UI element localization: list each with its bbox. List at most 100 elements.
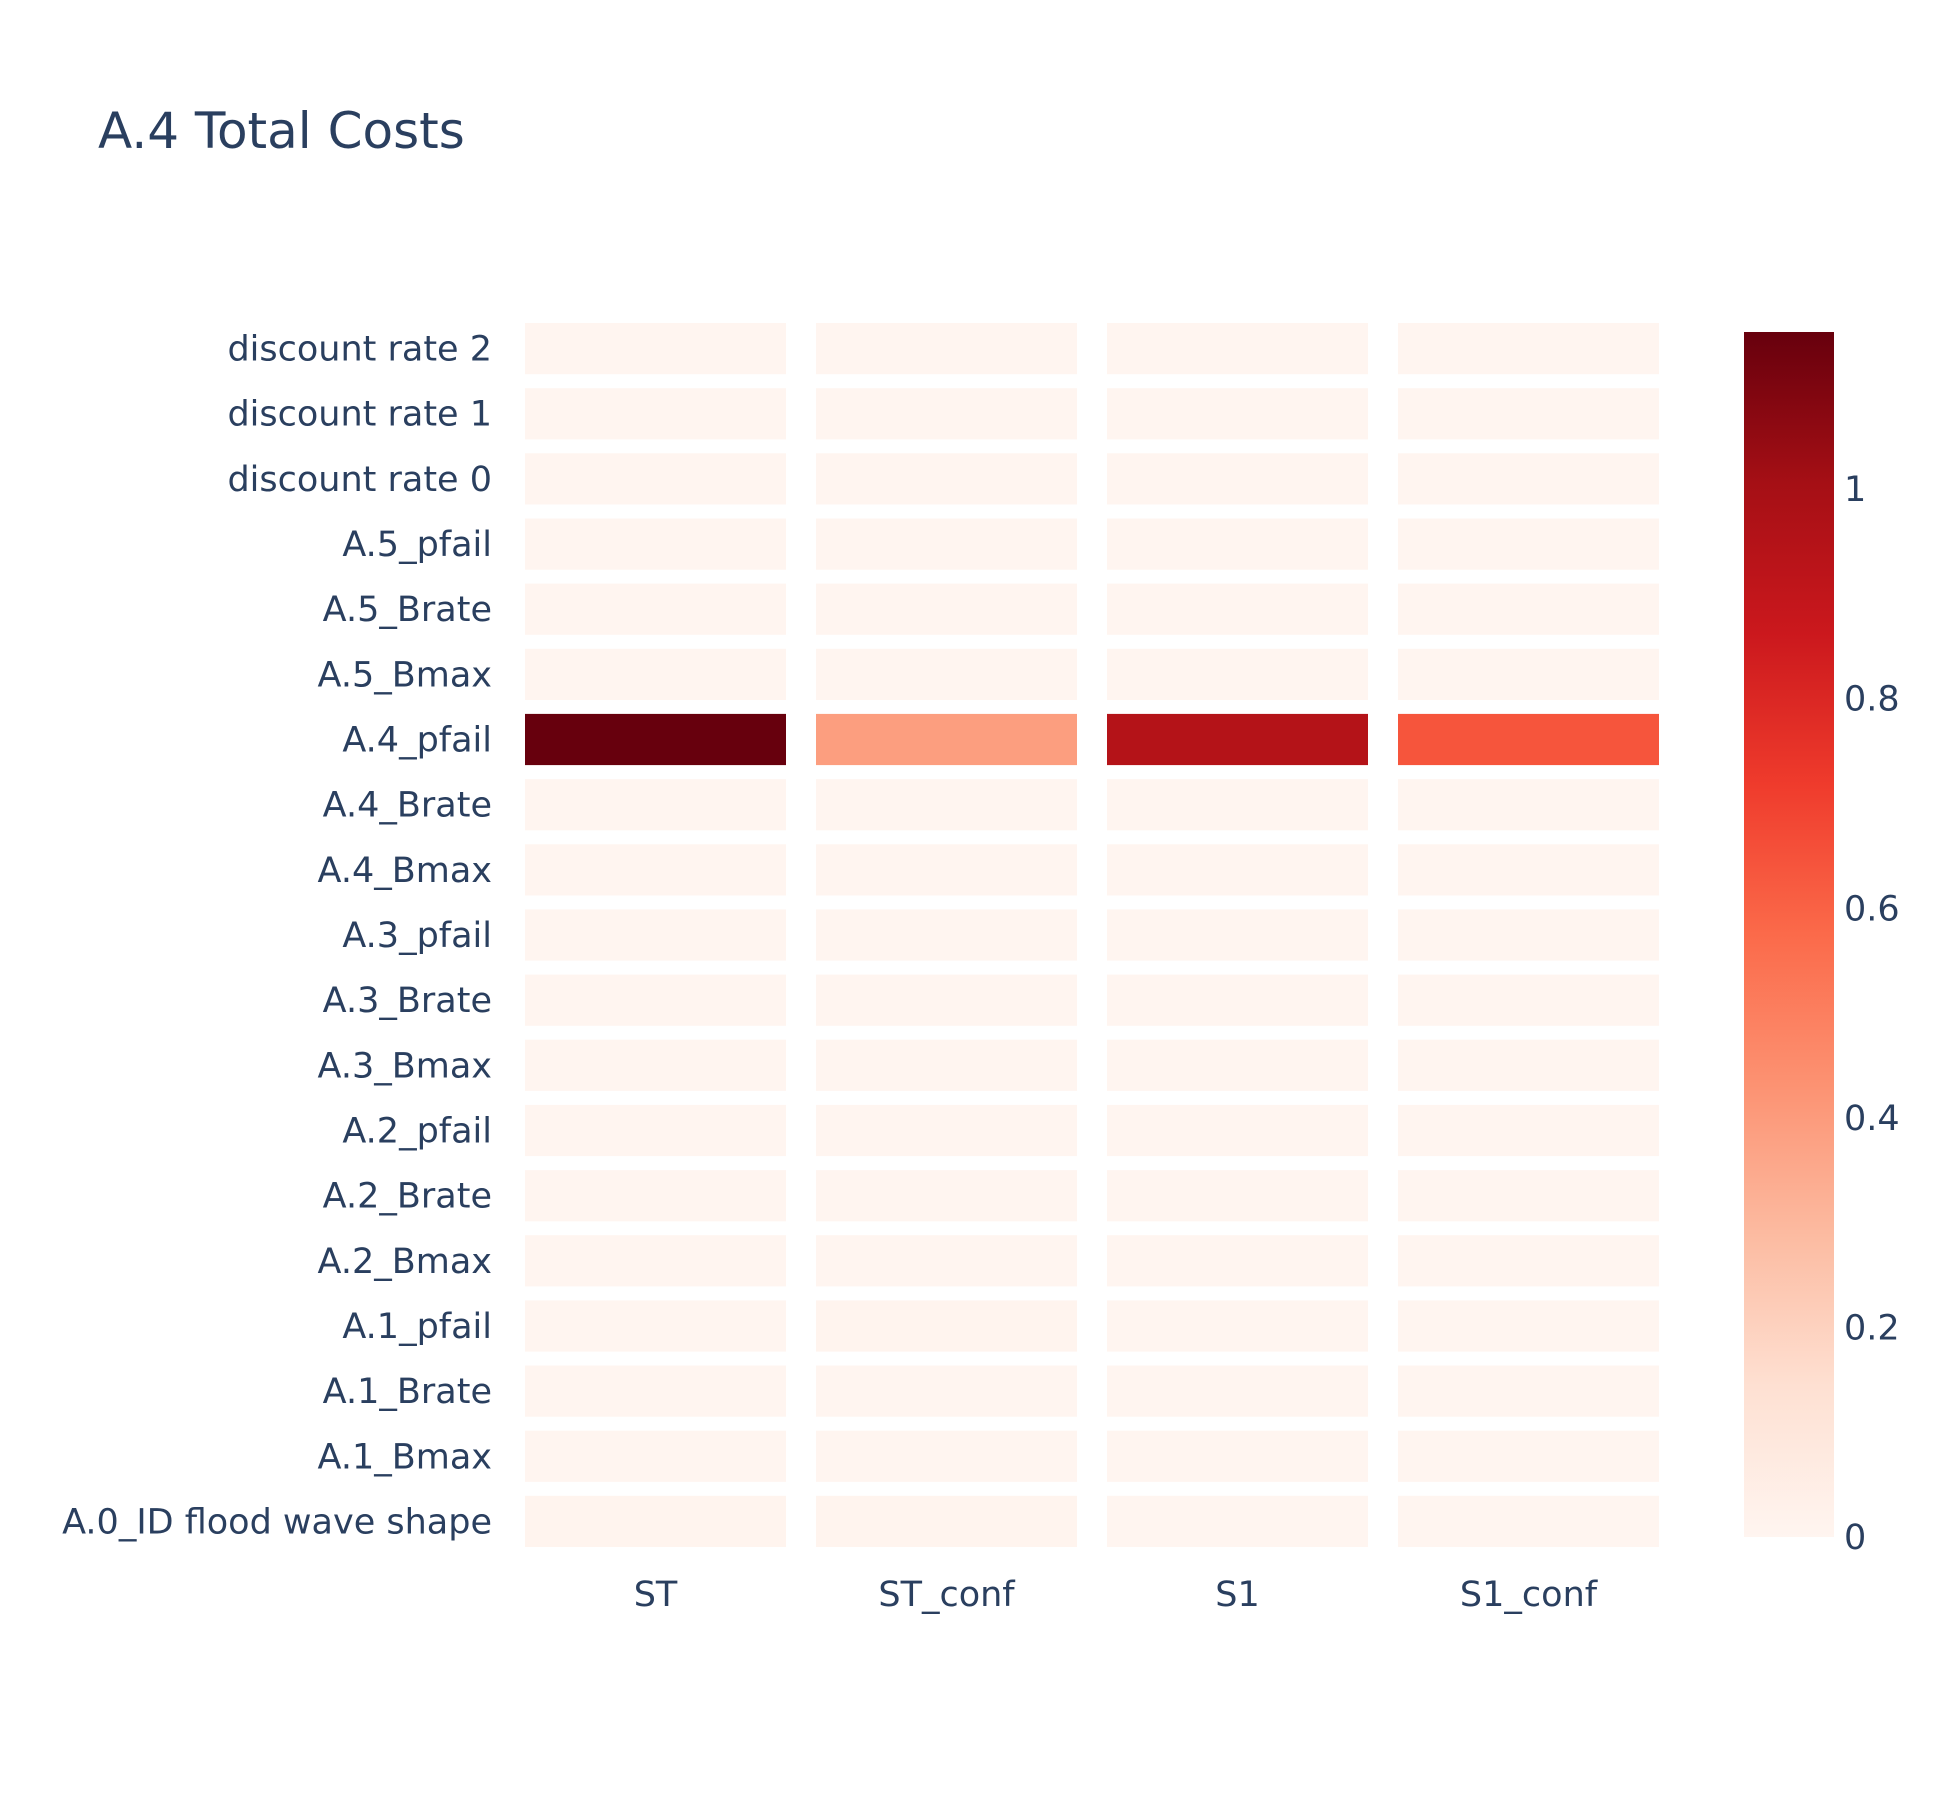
heatmap-cell-a-3-brate-st xyxy=(525,974,786,1026)
heatmap-cell-a-5-bmax-st xyxy=(525,648,786,700)
y-tick-label: A.5_Bmax xyxy=(318,655,493,695)
heatmap-cell-discount-rate-0-st xyxy=(525,453,786,505)
heatmap-cell-a-1-pfail-st xyxy=(525,1300,786,1352)
heatmap-cell-a-1-pfail-s1-conf xyxy=(1398,1300,1659,1352)
heatmap-cell-a-2-pfail-s1-conf xyxy=(1398,1104,1659,1157)
heatmap-cell-a-1-brate-st xyxy=(525,1365,786,1417)
heatmap-cell-a-4-bmax-st xyxy=(525,844,786,896)
heatmap-cell-a-3-pfail-st xyxy=(525,909,786,961)
heatmap-cell-a-1-bmax-st-conf xyxy=(816,1430,1077,1482)
y-tick-label: A.1_Bmax xyxy=(318,1437,493,1477)
heatmap-cell-a-2-pfail-st xyxy=(525,1104,786,1157)
heatmap-cell-discount-rate-2-st xyxy=(525,323,786,375)
chart-title: A.4 Total Costs xyxy=(98,102,465,160)
heatmap-cell-discount-rate-1-st xyxy=(525,388,786,440)
heatmap-cell-a-3-bmax-s1-conf xyxy=(1398,1039,1659,1091)
heatmap-cell-a-4-brate-st-conf xyxy=(816,779,1077,831)
heatmap-cell-a-0-id-flood-wave-shape-st-conf xyxy=(816,1495,1077,1547)
x-tick-label: S1_conf xyxy=(1460,1575,1598,1615)
y-tick-label: A.4_Brate xyxy=(323,786,492,826)
heatmap-cell-a-2-pfail-st-conf xyxy=(816,1104,1077,1157)
heatmap-cell-a-3-pfail-s1 xyxy=(1107,909,1368,961)
heatmap-cells xyxy=(525,323,1659,1547)
colorbar-tick-labels: 0 0.2 0.4 0.6 0.8 1 xyxy=(1844,470,1900,1558)
heatmap-cell-a-2-brate-s1-conf xyxy=(1398,1170,1659,1222)
heatmap-cell-a-5-bmax-s1-conf xyxy=(1398,648,1659,700)
heatmap-cell-a-0-id-flood-wave-shape-s1 xyxy=(1107,1495,1368,1547)
heatmap-cell-a-3-bmax-s1 xyxy=(1107,1039,1368,1091)
y-tick-label: A.5_Brate xyxy=(323,590,492,630)
heatmap-cell-discount-rate-2-s1-conf xyxy=(1398,323,1659,375)
colorbar-tick-label: 0.2 xyxy=(1844,1308,1900,1348)
heatmap-cell-a-4-brate-st xyxy=(525,779,786,831)
heatmap-cell-a-4-pfail-s1 xyxy=(1107,713,1368,766)
heatmap-cell-a-5-bmax-st-conf xyxy=(816,648,1077,700)
heatmap-cell-a-2-brate-st-conf xyxy=(816,1170,1077,1222)
heatmap-cell-discount-rate-0-st-conf xyxy=(816,453,1077,505)
heatmap-cell-a-4-pfail-st xyxy=(525,713,786,766)
colorbar-tick-label: 0.8 xyxy=(1844,680,1900,720)
heatmap-cell-a-4-bmax-s1-conf xyxy=(1398,844,1659,896)
y-tick-label: A.0_ID flood wave shape xyxy=(62,1502,492,1542)
heatmap-cell-a-1-pfail-st-conf xyxy=(816,1300,1077,1352)
heatmap-cell-a-5-brate-s1 xyxy=(1107,583,1368,635)
y-tick-label: discount rate 1 xyxy=(227,395,492,435)
heatmap-cell-a-5-brate-st-conf xyxy=(816,583,1077,635)
heatmap-cell-a-3-brate-s1-conf xyxy=(1398,974,1659,1026)
heatmap-cell-a-5-bmax-s1 xyxy=(1107,648,1368,700)
y-tick-label: A.1_pfail xyxy=(342,1307,492,1347)
x-tick-label: S1 xyxy=(1215,1575,1260,1615)
heatmap-cell-discount-rate-1-s1-conf xyxy=(1398,388,1659,440)
heatmap-cell-discount-rate-2-st-conf xyxy=(816,323,1077,375)
heatmap-cell-a-2-bmax-s1-conf xyxy=(1398,1235,1659,1287)
heatmap-cell-a-4-pfail-s1-conf xyxy=(1398,713,1659,766)
heatmap-cell-a-5-brate-s1-conf xyxy=(1398,583,1659,635)
heatmap-cell-a-1-brate-s1-conf xyxy=(1398,1365,1659,1417)
heatmap-cell-discount-rate-2-s1 xyxy=(1107,323,1368,375)
x-tick-label: ST_conf xyxy=(878,1575,1015,1615)
y-tick-label: A.5_pfail xyxy=(342,525,492,565)
heatmap-cell-a-3-bmax-st xyxy=(525,1039,786,1091)
heatmap-cell-a-5-pfail-s1-conf xyxy=(1398,518,1659,570)
heatmap-cell-a-2-bmax-s1 xyxy=(1107,1235,1368,1287)
heatmap-cell-a-4-bmax-s1 xyxy=(1107,844,1368,896)
heatmap-cell-a-3-pfail-s1-conf xyxy=(1398,909,1659,961)
colorbar-tick-label: 1 xyxy=(1844,470,1866,510)
heatmap-cell-a-5-brate-st xyxy=(525,583,786,635)
y-tick-label: A.4_Bmax xyxy=(318,851,493,891)
colorbar-gradient xyxy=(1744,332,1834,1537)
heatmap-cell-a-5-pfail-s1 xyxy=(1107,518,1368,570)
colorbar: 0 0.2 0.4 0.6 0.8 1 xyxy=(1744,332,1900,1558)
y-tick-label: discount rate 0 xyxy=(227,460,492,500)
y-axis-tick-labels: A.0_ID flood wave shape A.1_Bmax A.1_Brate… xyxy=(62,330,492,1543)
heatmap-cell-a-1-brate-st-conf xyxy=(816,1365,1077,1417)
heatmap-cell-a-2-brate-s1 xyxy=(1107,1170,1368,1222)
heatmap-cell-a-1-pfail-s1 xyxy=(1107,1300,1368,1352)
y-tick-label: A.2_Bmax xyxy=(318,1242,493,1282)
colorbar-tick-label: 0.6 xyxy=(1844,889,1900,929)
x-axis-tick-labels: ST ST_conf S1 S1_conf xyxy=(634,1575,1598,1615)
y-tick-label: A.3_pfail xyxy=(342,916,492,956)
heatmap-cell-discount-rate-0-s1-conf xyxy=(1398,453,1659,505)
heatmap-cell-a-2-brate-st xyxy=(525,1170,786,1222)
y-tick-label: A.4_pfail xyxy=(342,721,492,761)
heatmap-cell-discount-rate-0-s1 xyxy=(1107,453,1368,505)
heatmap-cell-a-5-pfail-st-conf xyxy=(816,518,1077,570)
y-tick-label: A.3_Brate xyxy=(323,981,492,1021)
heatmap-cell-a-3-bmax-st-conf xyxy=(816,1039,1077,1091)
colorbar-tick-label: 0.4 xyxy=(1844,1099,1900,1139)
y-tick-label: A.3_Bmax xyxy=(318,1046,493,1086)
x-tick-label: ST xyxy=(634,1575,678,1615)
y-tick-label: A.1_Brate xyxy=(323,1372,492,1412)
heatmap-cell-a-0-id-flood-wave-shape-s1-conf xyxy=(1398,1495,1659,1547)
heatmap-cell-a-5-pfail-st xyxy=(525,518,786,570)
heatmap-cell-discount-rate-1-st-conf xyxy=(816,388,1077,440)
y-tick-label: A.2_pfail xyxy=(342,1112,492,1152)
heatmap-cell-a-4-brate-s1-conf xyxy=(1398,779,1659,831)
heatmap-cell-a-1-brate-s1 xyxy=(1107,1365,1368,1417)
y-tick-label: discount rate 2 xyxy=(227,330,492,370)
heatmap-cell-a-4-bmax-st-conf xyxy=(816,844,1077,896)
heatmap-cell-a-3-pfail-st-conf xyxy=(816,909,1077,961)
heatmap-cell-discount-rate-1-s1 xyxy=(1107,388,1368,440)
